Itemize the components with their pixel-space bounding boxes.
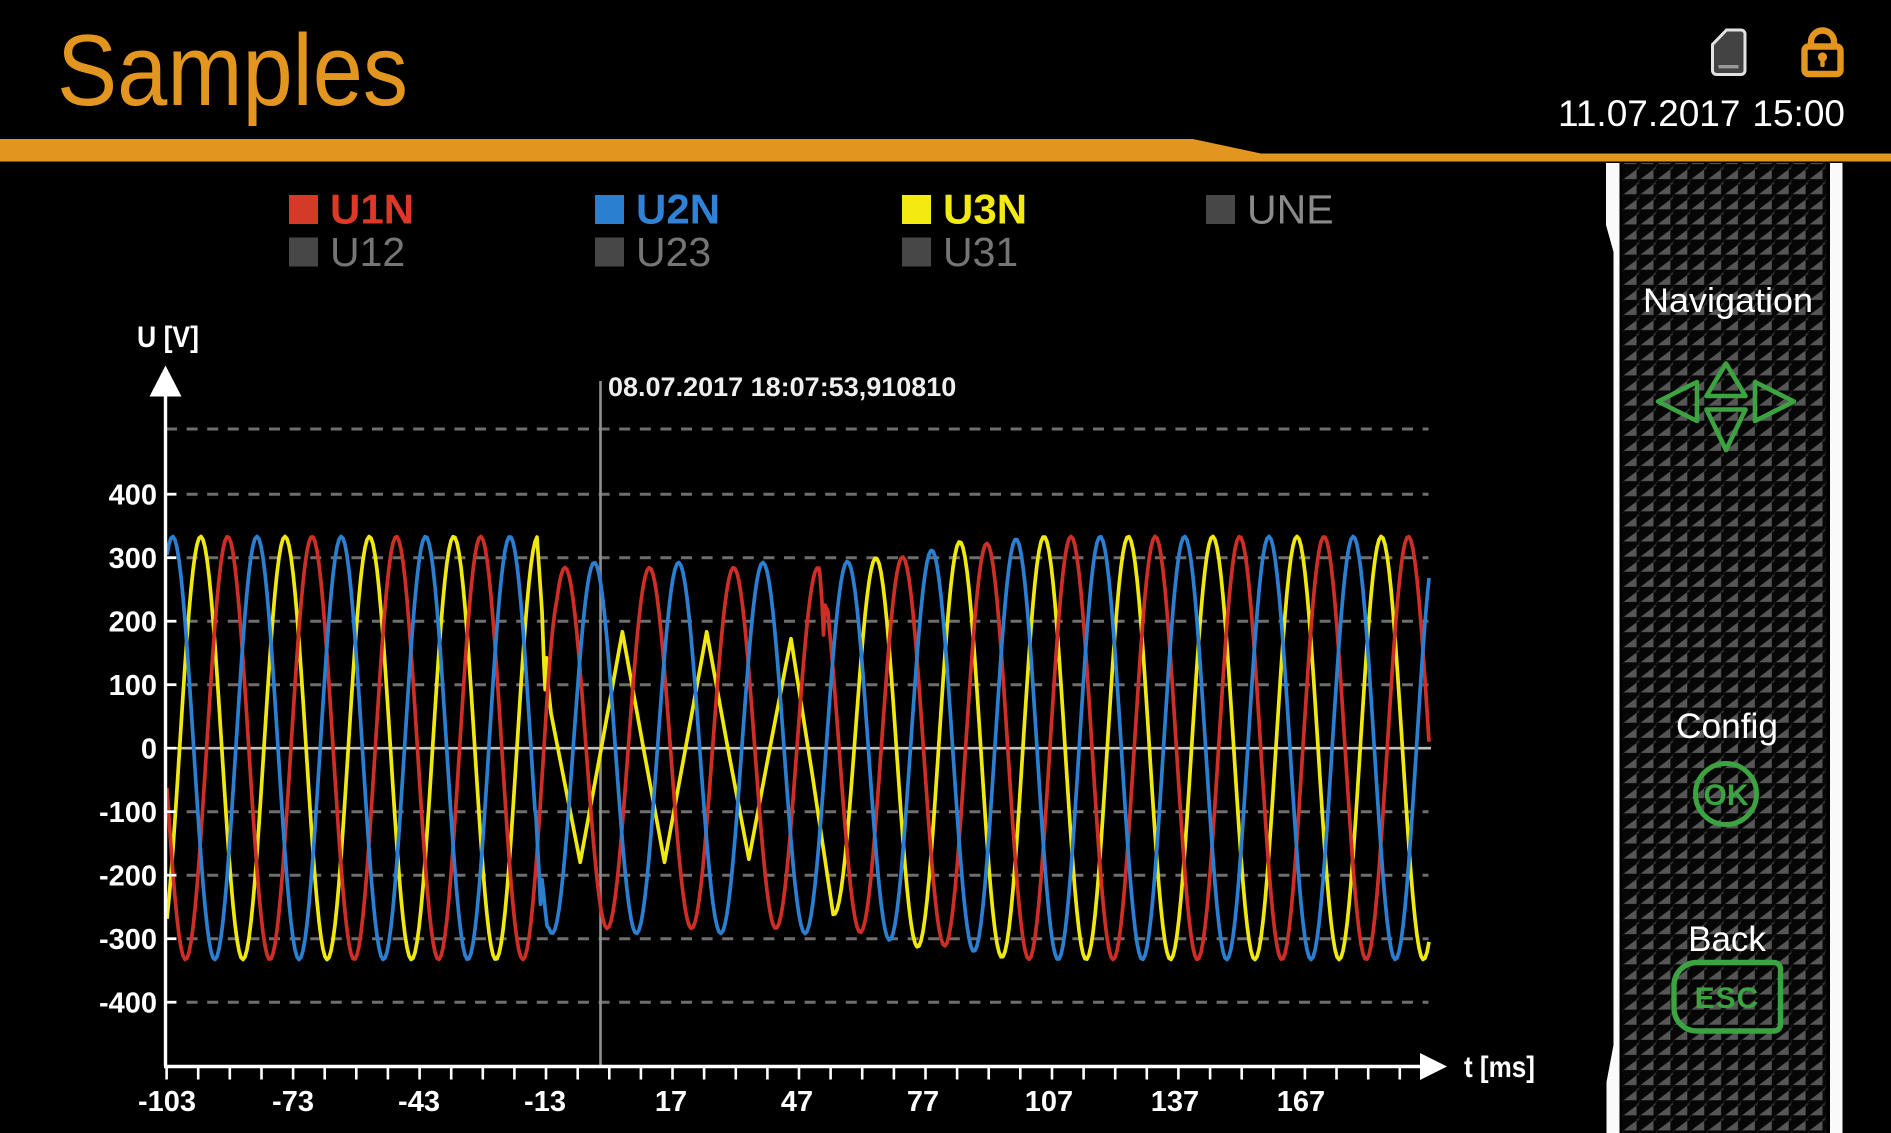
svg-text:-43: -43 — [398, 1086, 440, 1118]
svg-text:300: 300 — [109, 543, 157, 575]
svg-text:U3N: U3N — [943, 186, 1027, 233]
svg-text:OK: OK — [1704, 779, 1749, 812]
svg-text:Back: Back — [1688, 920, 1766, 959]
svg-text:-100: -100 — [99, 797, 157, 829]
svg-text:U12: U12 — [330, 229, 405, 275]
svg-text:-73: -73 — [272, 1086, 314, 1118]
svg-text:15:00: 15:00 — [1752, 93, 1845, 134]
svg-text:U2N: U2N — [636, 186, 720, 233]
svg-text:-300: -300 — [99, 924, 157, 956]
svg-text:0: 0 — [141, 734, 157, 766]
svg-text:107: 107 — [1025, 1086, 1073, 1118]
svg-text:U31: U31 — [943, 229, 1018, 275]
svg-text:ESC: ESC — [1695, 982, 1760, 1015]
svg-text:100: 100 — [109, 670, 157, 702]
svg-text:U23: U23 — [636, 229, 711, 275]
svg-text:U1N: U1N — [330, 186, 414, 233]
svg-text:77: 77 — [907, 1086, 939, 1118]
svg-text:-13: -13 — [524, 1086, 566, 1118]
svg-text:-400: -400 — [99, 988, 157, 1020]
svg-text:11.07.2017: 11.07.2017 — [1558, 93, 1740, 134]
svg-text:Samples: Samples — [57, 15, 408, 127]
svg-text:400: 400 — [109, 480, 157, 512]
svg-text:UNE: UNE — [1247, 187, 1334, 233]
svg-text:137: 137 — [1151, 1086, 1199, 1118]
svg-text:167: 167 — [1277, 1086, 1325, 1118]
svg-text:Config: Config — [1676, 707, 1778, 746]
svg-text:200: 200 — [109, 607, 157, 639]
svg-text:47: 47 — [781, 1086, 813, 1118]
svg-text:Navigation: Navigation — [1643, 282, 1813, 320]
svg-text:-103: -103 — [138, 1086, 196, 1118]
svg-text:-200: -200 — [99, 861, 157, 893]
svg-text:U [V]: U [V] — [137, 321, 199, 354]
svg-text:17: 17 — [655, 1086, 687, 1118]
svg-text:t [ms]: t [ms] — [1464, 1051, 1535, 1084]
svg-text:08.07.2017 18:07:53,910810: 08.07.2017 18:07:53,910810 — [608, 372, 956, 402]
